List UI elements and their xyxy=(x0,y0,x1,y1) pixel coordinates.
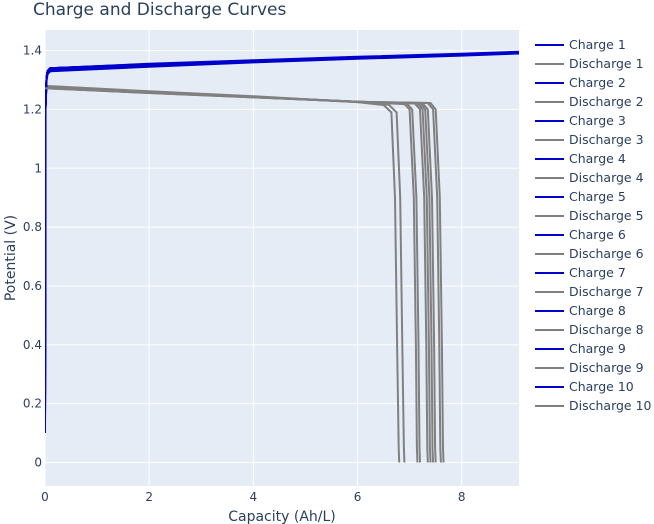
legend-item[interactable]: Charge 8 xyxy=(535,303,626,318)
x-tick-label: 0 xyxy=(41,490,49,504)
y-tick-label: 0 xyxy=(34,455,42,469)
chart-title: Charge and Discharge Curves xyxy=(33,0,286,20)
legend-label: Charge 3 xyxy=(569,113,626,128)
x-axis-label: Capacity (Ah/L) xyxy=(228,509,336,524)
legend-item[interactable]: Discharge 5 xyxy=(535,208,644,223)
legend-item[interactable]: Discharge 8 xyxy=(535,322,644,337)
legend-item[interactable]: Discharge 6 xyxy=(535,246,644,261)
legend-label: Discharge 10 xyxy=(569,398,652,413)
legend-item[interactable]: Charge 1 xyxy=(535,37,626,52)
legend-label: Discharge 2 xyxy=(569,94,644,109)
y-tick-label: 0.2 xyxy=(23,397,42,411)
legend-label: Charge 2 xyxy=(569,75,626,90)
y-tick-label: 0.6 xyxy=(23,279,42,293)
y-tick-label: 1.4 xyxy=(23,44,42,58)
y-axis-label: Potential (V) xyxy=(3,215,19,301)
legend-label: Discharge 8 xyxy=(569,322,644,337)
legend-item[interactable]: Charge 3 xyxy=(535,113,626,128)
x-tick-label: 4 xyxy=(250,490,258,504)
y-tick-label: 1.2 xyxy=(23,102,42,116)
x-tick-label: 2 xyxy=(145,490,153,504)
legend-label: Charge 10 xyxy=(569,379,634,394)
legend: Charge 1 Discharge 1 Charge 2 Discharge 2 Ch… xyxy=(535,37,652,413)
legend-label: Discharge 4 xyxy=(569,170,644,185)
legend-label: Charge 8 xyxy=(569,303,626,318)
x-axis-ticks: 0 2 4 6 8 xyxy=(41,490,465,504)
legend-label: Discharge 9 xyxy=(569,360,644,375)
legend-item[interactable]: Discharge 10 xyxy=(535,398,652,413)
legend-item[interactable]: Charge 9 xyxy=(535,341,626,356)
legend-item[interactable]: Charge 2 xyxy=(535,75,626,90)
y-tick-label: 1 xyxy=(34,161,42,175)
y-tick-label: 0.4 xyxy=(23,338,42,352)
series-line-19 xyxy=(45,50,519,416)
x-tick-label: 6 xyxy=(354,490,362,504)
legend-item[interactable]: Charge 5 xyxy=(535,189,626,204)
legend-label: Discharge 6 xyxy=(569,246,644,261)
legend-item[interactable]: Discharge 1 xyxy=(535,56,644,71)
legend-label: Charge 6 xyxy=(569,227,626,242)
legend-item[interactable]: Discharge 2 xyxy=(535,94,644,109)
y-axis-ticks: 0 0.2 0.4 0.6 0.8 1 1.2 1.4 xyxy=(23,44,42,470)
legend-label: Charge 7 xyxy=(569,265,626,280)
legend-label: Discharge 1 xyxy=(569,56,644,71)
legend-label: Charge 5 xyxy=(569,189,626,204)
legend-label: Charge 4 xyxy=(569,151,626,166)
x-tick-label: 8 xyxy=(458,490,466,504)
legend-label: Discharge 3 xyxy=(569,132,644,147)
series-group xyxy=(45,50,519,463)
legend-label: Discharge 7 xyxy=(569,284,644,299)
legend-label: Discharge 5 xyxy=(569,208,644,223)
legend-label: Charge 1 xyxy=(569,37,626,52)
legend-item[interactable]: Charge 7 xyxy=(535,265,626,280)
legend-item[interactable]: Charge 6 xyxy=(535,227,626,242)
legend-item[interactable]: Charge 4 xyxy=(535,151,626,166)
series-layer xyxy=(45,50,519,463)
series-line-20 xyxy=(45,87,445,463)
legend-item[interactable]: Discharge 7 xyxy=(535,284,644,299)
legend-item[interactable]: Discharge 4 xyxy=(535,170,644,185)
legend-item[interactable]: Discharge 9 xyxy=(535,360,644,375)
legend-item[interactable]: Charge 10 xyxy=(535,379,634,394)
legend-label: Charge 9 xyxy=(569,341,626,356)
legend-item[interactable]: Discharge 3 xyxy=(535,132,644,147)
y-tick-label: 0.8 xyxy=(23,220,42,234)
